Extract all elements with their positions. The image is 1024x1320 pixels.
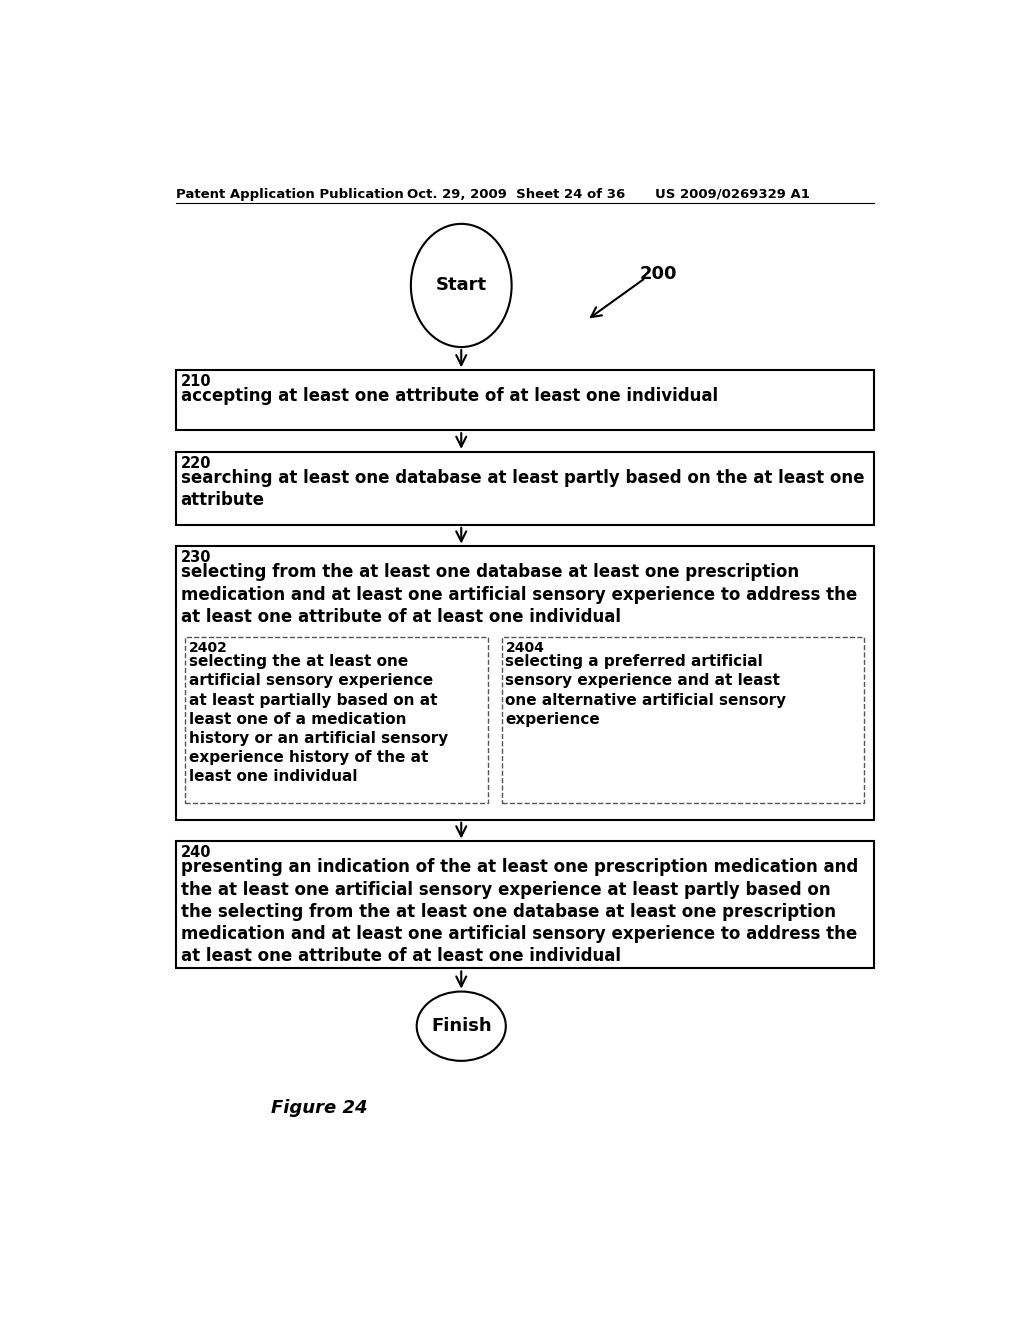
Text: Oct. 29, 2009  Sheet 24 of 36: Oct. 29, 2009 Sheet 24 of 36 (407, 187, 626, 201)
Bar (176, 451, 873, 525)
Text: 200: 200 (640, 264, 677, 282)
Bar (185, 638, 487, 803)
Bar (176, 841, 873, 969)
Text: Finish: Finish (431, 1018, 492, 1035)
Text: searching at least one database at least partly based on the at least one
attrib: searching at least one database at least… (180, 469, 864, 510)
Bar (176, 370, 873, 430)
Text: selecting from the at least one database at least one prescription
medication an: selecting from the at least one database… (180, 564, 857, 626)
Text: 220: 220 (180, 455, 211, 471)
Text: accepting at least one attribute of at least one individual: accepting at least one attribute of at l… (180, 387, 718, 405)
Text: 230: 230 (180, 550, 211, 565)
Bar (502, 638, 864, 803)
Text: Patent Application Publication: Patent Application Publication (176, 187, 403, 201)
Text: 240: 240 (180, 845, 211, 861)
Bar (176, 546, 873, 820)
Text: 2404: 2404 (506, 642, 545, 655)
Text: Figure 24: Figure 24 (271, 1100, 368, 1117)
Text: presenting an indication of the at least one prescription medication and
the at : presenting an indication of the at least… (180, 858, 858, 965)
Text: selecting the at least one
artificial sensory experience
at least partially base: selecting the at least one artificial se… (189, 655, 449, 784)
Text: US 2009/0269329 A1: US 2009/0269329 A1 (655, 187, 810, 201)
Text: 2402: 2402 (189, 642, 228, 655)
Text: Start: Start (435, 276, 486, 294)
Text: 210: 210 (180, 374, 211, 389)
Text: selecting a preferred artificial
sensory experience and at least
one alternative: selecting a preferred artificial sensory… (506, 655, 786, 727)
